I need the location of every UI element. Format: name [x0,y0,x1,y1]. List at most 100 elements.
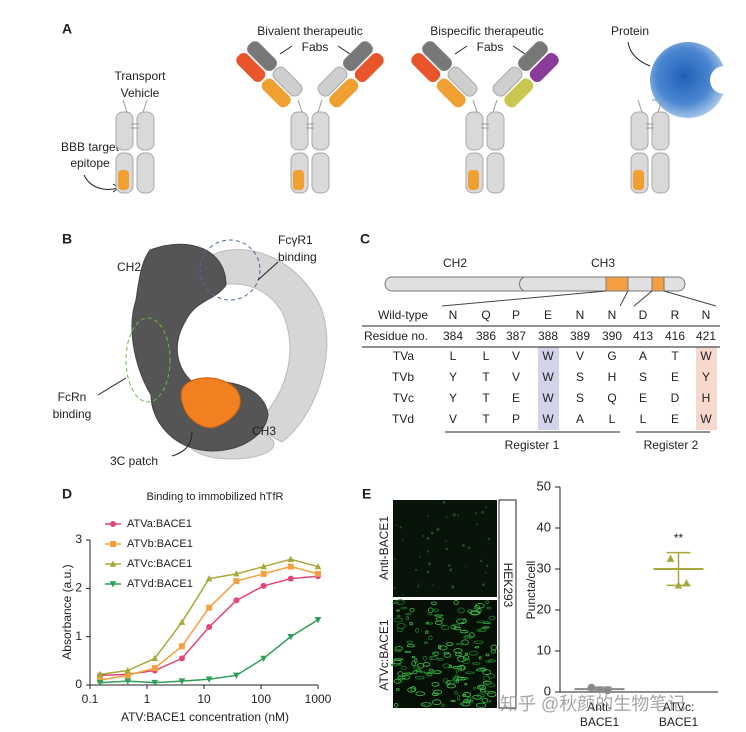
cell-signal [488,700,492,703]
legend-label: ATVc:BACE1 [127,558,192,570]
cell-signal [400,606,408,610]
y-tick-label: 40 [537,519,551,534]
table-cell: S [576,391,584,405]
table-cell: Y [449,391,457,405]
cell-signal [446,683,457,689]
cell-signal [429,655,439,661]
speck [467,546,471,549]
speck [394,558,396,561]
cell-signal [428,612,433,616]
cell-signal [461,639,469,646]
speck [395,524,397,526]
patch-label: 3C patch [110,454,158,468]
cell-signal [467,609,473,613]
cell-signal [455,667,459,674]
speck [457,514,460,517]
arrow [171,431,193,457]
cell-signal [454,674,459,680]
arrow [279,45,351,55]
domain-label: CH2 [443,256,467,270]
cell-signal [432,689,443,695]
panel-c: C CH2 CH3 Register 1 Register 2 Wild-typ… [360,231,720,452]
cell-signal [462,636,473,639]
binding-site [199,239,261,301]
table-cell: 390 [602,329,622,343]
cell-signal [430,601,437,606]
site-label: binding [53,407,92,421]
cell-signal [432,699,442,706]
table-cell: 386 [476,329,496,343]
y-tick-label: 1 [75,629,82,643]
binding-site [125,317,171,403]
domain-label: CH3 [591,256,615,270]
cell-signal [479,688,486,693]
speck [481,583,485,587]
row-label: Residue no. [364,329,428,343]
cell-signal [401,674,410,680]
table-cell: N [449,308,458,322]
table-cell: T [482,391,490,405]
speck [474,512,477,515]
cell-signal [403,672,414,675]
arrow [257,261,279,281]
column-highlight [696,347,717,430]
cell-signal [411,660,417,667]
table-cell: E [544,308,552,322]
speck [402,539,404,541]
marker [287,575,294,582]
table-cell: S [576,370,584,384]
marker [178,643,185,650]
row-label: TVb [392,370,414,384]
chart-title: Binding to immobilized hTfR [147,491,284,503]
micrograph [393,500,497,597]
cell-signal [482,626,490,629]
table-cell: 389 [570,329,590,343]
table-cell: E [512,391,520,405]
cell-signal [457,607,465,614]
cell-signal [433,614,444,617]
cell-signal [462,692,472,697]
cell-signal [448,664,453,669]
speck [445,540,447,542]
table-cell: T [482,370,490,384]
cell-signal [446,680,451,686]
speck [399,526,403,529]
cell-signal [464,683,468,686]
table-cell: N [576,308,585,322]
marker [178,618,186,625]
antibody-label: Transport [115,69,167,83]
register-label: Register 1 [505,438,560,452]
cell-signal [455,642,464,646]
cell-signal [482,675,491,681]
y-axis-label: Absorbance (a.u.) [60,564,74,659]
speck [426,537,430,540]
arrow [97,377,127,396]
y-tick-label: 0 [75,677,82,691]
table-cell: E [639,391,647,405]
table-cell: W [542,391,554,405]
table-cell: Q [481,308,490,322]
marker [124,672,131,679]
marker [110,521,116,527]
panel-label: B [62,231,72,247]
cell-signal [393,703,399,708]
marker [151,665,158,672]
speck [442,500,446,504]
marker [124,666,132,674]
x-tick-label: 0.1 [82,692,99,706]
cell-signal [454,691,458,695]
legend-label: ATVb:BACE1 [127,538,193,550]
error-bar [587,686,612,692]
cell-signal [473,605,481,610]
speck [431,584,434,586]
marker [109,581,117,588]
cell-signal [465,671,475,675]
cell-signal [462,699,471,704]
marker [666,554,675,562]
speck [401,593,404,596]
cell-signal [394,646,404,651]
cell-signal [415,691,426,697]
cell-signal [441,703,445,708]
arrow [454,45,526,55]
